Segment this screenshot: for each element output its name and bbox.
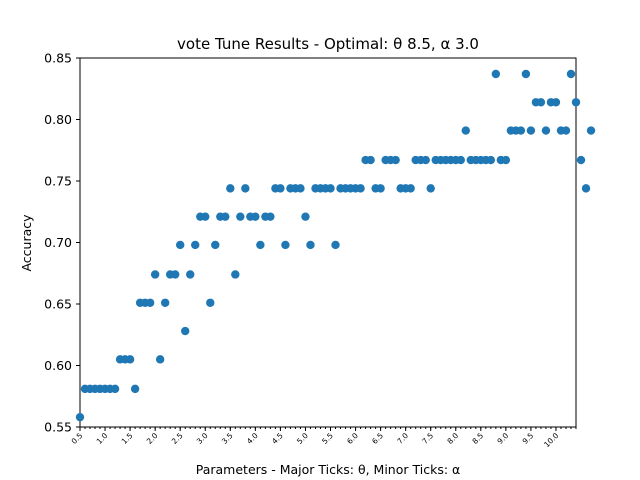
data-point xyxy=(241,184,250,193)
data-point xyxy=(501,155,511,165)
data-point xyxy=(206,298,215,307)
y-tick-label: 0.85 xyxy=(44,51,72,66)
data-point xyxy=(231,270,240,279)
data-point xyxy=(561,126,571,135)
x-tick-label: 2.0 xyxy=(145,431,160,446)
y-tick-label: 0.75 xyxy=(44,174,72,189)
data-point xyxy=(376,184,385,193)
data-point xyxy=(170,270,180,279)
data-point xyxy=(491,69,501,79)
data-point xyxy=(356,184,365,193)
data-point xyxy=(301,212,310,221)
data-point xyxy=(456,155,465,165)
data-point xyxy=(221,212,230,221)
x-tick-label: 7.0 xyxy=(395,431,410,446)
data-point xyxy=(181,326,190,336)
data-point xyxy=(176,240,185,250)
x-tick-label: 8.5 xyxy=(470,431,485,446)
x-tick-label: 4.5 xyxy=(270,431,285,446)
y-tick-label: 0.55 xyxy=(44,420,72,435)
data-point xyxy=(541,126,551,135)
data-point xyxy=(426,184,435,193)
data-points xyxy=(75,69,596,422)
data-point xyxy=(566,69,576,79)
data-point xyxy=(406,184,415,193)
data-point xyxy=(526,126,536,135)
data-point xyxy=(211,240,220,250)
y-tick-label: 0.60 xyxy=(44,358,72,373)
data-point xyxy=(186,270,195,279)
data-point xyxy=(551,98,561,107)
data-point xyxy=(191,240,200,250)
plot-frame xyxy=(79,57,577,428)
data-point xyxy=(421,155,430,165)
x-axis-label: Parameters - Major Ticks: θ, Minor Ticks… xyxy=(196,462,461,477)
data-point xyxy=(521,69,531,79)
x-tick-label: 4.0 xyxy=(245,431,260,446)
x-tick-label: 9.5 xyxy=(521,431,536,446)
x-tick-label: 7.5 xyxy=(420,431,435,446)
data-point xyxy=(576,155,586,165)
data-point xyxy=(236,212,245,221)
data-point xyxy=(145,298,155,307)
plot-area: 0.550.600.650.700.750.800.85 0.5 1.0 1.5 2.… xyxy=(44,51,596,449)
data-point xyxy=(366,155,375,165)
data-point xyxy=(150,270,160,279)
data-point xyxy=(266,212,275,221)
y-tick-label: 0.65 xyxy=(44,297,72,312)
data-point xyxy=(251,212,260,221)
data-point xyxy=(160,298,170,307)
data-point xyxy=(306,240,315,250)
chart-title: vote Tune Results - Optimal: θ 8.5, α 3.… xyxy=(177,35,479,53)
y-tick-label: 0.80 xyxy=(44,112,72,127)
data-point xyxy=(110,384,120,394)
x-axis: 0.5 1.0 1.5 2.0 2.5 3.0 3.5 4.0 4.5 5.0 5.5 6.0 6.5 7… xyxy=(70,427,577,449)
data-point xyxy=(201,212,210,221)
x-tick-label: 1.0 xyxy=(95,431,110,446)
data-point xyxy=(516,126,526,135)
data-point xyxy=(256,240,265,250)
data-point xyxy=(296,184,305,193)
data-point xyxy=(276,184,285,193)
data-point xyxy=(391,155,400,165)
data-point xyxy=(155,355,165,364)
data-point xyxy=(461,126,470,135)
data-point xyxy=(586,126,596,135)
data-point xyxy=(331,240,340,250)
data-point xyxy=(581,184,591,193)
x-tick-label: 6.0 xyxy=(345,431,360,446)
data-point xyxy=(125,355,135,364)
data-point xyxy=(571,98,581,107)
y-tick-label: 0.70 xyxy=(44,235,72,250)
x-tick-label: 5.5 xyxy=(320,431,335,446)
y-axis-label: Accuracy xyxy=(19,214,34,272)
x-tick-label: 8.0 xyxy=(445,431,460,446)
data-point xyxy=(75,412,85,422)
data-point xyxy=(536,98,546,107)
x-tick-label: 6.5 xyxy=(370,431,385,446)
x-tick-label: 9.0 xyxy=(495,431,510,446)
data-point xyxy=(226,184,235,193)
data-point xyxy=(281,240,290,250)
x-tick-label: 3.5 xyxy=(220,431,235,446)
x-tick-label: 2.5 xyxy=(170,431,185,446)
x-tick-label: 10.0 xyxy=(542,431,560,449)
data-point xyxy=(130,384,140,394)
y-axis: 0.55 0.60 0.65 0.70 0.75 0.80 0.85 xyxy=(44,51,80,435)
x-tick-label: 5.0 xyxy=(295,431,310,446)
data-point xyxy=(486,155,496,165)
x-tick-label: 1.5 xyxy=(120,431,135,446)
x-tick-label: 3.0 xyxy=(195,431,210,446)
data-point xyxy=(326,184,335,193)
